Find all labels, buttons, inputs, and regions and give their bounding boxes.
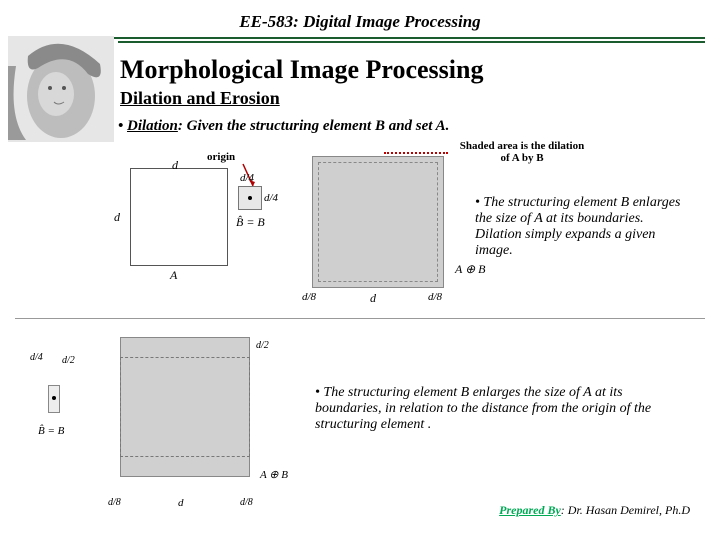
d-top: d [172, 158, 178, 173]
bullet-keyword: Dilation [127, 118, 178, 134]
footer-name: : Dr. Hasan Demirel, Ph.D [561, 503, 690, 517]
d-bottom-2: d [178, 497, 184, 509]
explanation-2: • The structuring element B enlarges the… [315, 385, 685, 433]
bullet-rest: : Given the structuring element B and se… [178, 118, 450, 134]
footer: Prepared By: Dr. Hasan Demirel, Ph.D [499, 503, 690, 518]
d8-bottom-left: d/8 [108, 497, 121, 508]
shaded-line1: Shaded area is the dilation [447, 140, 597, 152]
page-subtitle: Dilation and Erosion [120, 88, 280, 109]
red-callout-line [384, 152, 448, 168]
se2-d4: d/4 [30, 352, 43, 363]
d4-top: d/4 [240, 172, 254, 184]
dilation-line: • Dilation: Given the structuring elemen… [118, 118, 449, 135]
dilation-dashed [318, 162, 438, 282]
shaded-label: Shaded area is the dilation of A by B [447, 140, 597, 164]
origin-label: origin [207, 151, 235, 163]
shaded-line2: of A by B [447, 152, 597, 164]
bhat-eq-2: B̂ = B [38, 425, 64, 437]
footer-prepared: Prepared By [499, 503, 561, 517]
d2-vert: d/2 [256, 340, 269, 351]
mid-rule [15, 318, 705, 319]
rule-2 [118, 41, 705, 43]
label-A: A [170, 268, 177, 283]
d4-right: d/4 [264, 192, 278, 204]
se2-d2: d/2 [62, 355, 75, 366]
bhat-eq: B̂ = B [236, 215, 265, 230]
dilation2-dashed [120, 357, 250, 457]
lena-thumbnail [8, 36, 114, 142]
explanation-1: • The structuring element B enlarges the… [475, 195, 693, 259]
se-origin-dot [248, 196, 252, 200]
course-header: EE-583: Digital Image Processing [0, 12, 720, 32]
set-a-square [130, 168, 228, 266]
d8-left: d/8 [302, 291, 316, 303]
d-bottom-mid: d [370, 291, 376, 306]
bullet-marker: • [118, 118, 127, 134]
a-dilate-b-2: A ⊕ B [260, 468, 288, 481]
page-title: Morphological Image Processing [120, 55, 483, 85]
d8-right: d/8 [428, 291, 442, 303]
a-dilate-b: A ⊕ B [455, 262, 486, 277]
d-left: d [114, 210, 120, 225]
se2-origin-dot [52, 396, 56, 400]
rule-1 [15, 37, 705, 39]
d8-bottom-right: d/8 [240, 497, 253, 508]
